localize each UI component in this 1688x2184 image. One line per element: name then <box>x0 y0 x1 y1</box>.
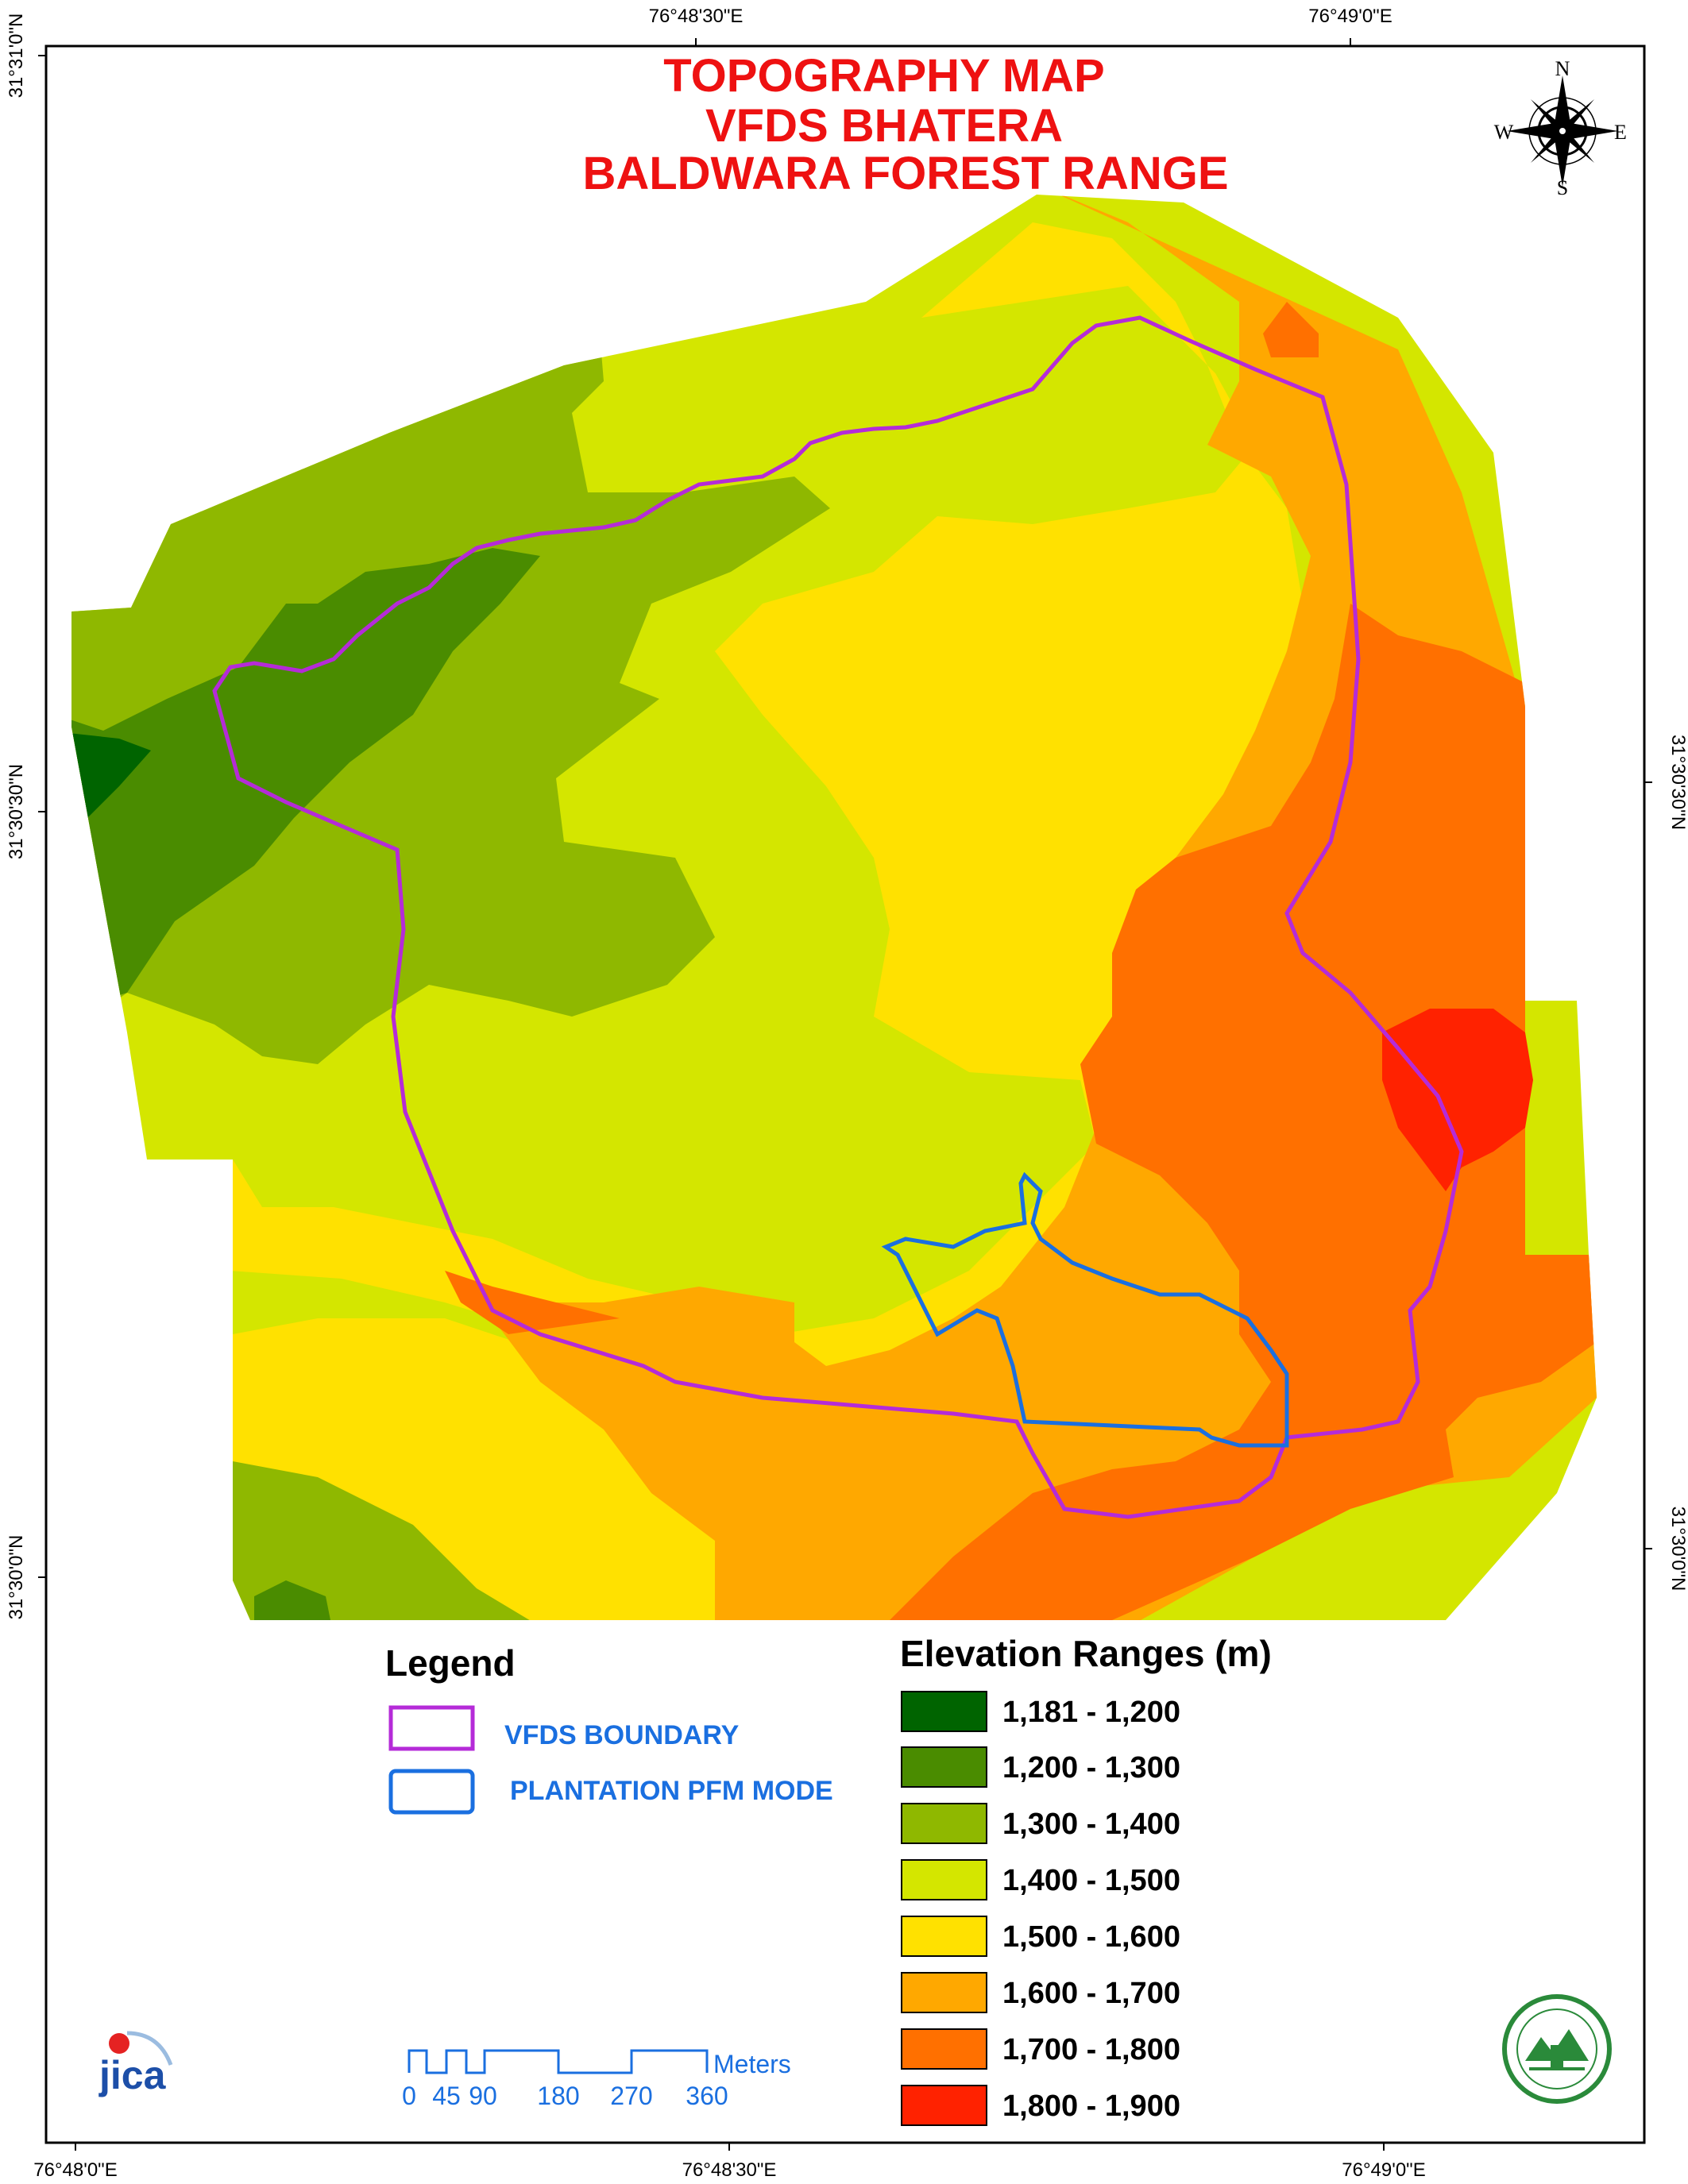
zone-1500-1600-sw <box>233 1239 731 1620</box>
legend-label-vfds: VFDS BOUNDARY <box>504 1720 740 1750</box>
scale-tick-5: 360 <box>686 2082 728 2110</box>
map-title-line3: BALDWARA FOREST RANGE <box>582 148 1228 199</box>
compass-w: W <box>1494 121 1514 144</box>
zone-1700-1800-sw <box>445 1271 620 1334</box>
coord-left-3: 31°30'0"N <box>6 1535 27 1620</box>
coord-right-1: 31°30'30"N <box>1667 735 1688 830</box>
zone-1800-1900 <box>1382 1009 1533 1191</box>
scale-bar <box>408 2049 709 2074</box>
elev-swatch-4 <box>901 1916 987 1957</box>
coordinate-ticks <box>38 38 1652 2151</box>
jica-logo-text: jica <box>98 2053 167 2097</box>
coord-bottom-3: 76°49'0"E <box>1342 2159 1425 2181</box>
vfds-boundary-line <box>212 315 1464 1519</box>
elev-label-5: 1,600 - 1,700 <box>1002 1977 1180 2010</box>
elevation-heading: Elevation Ranges (m) <box>900 1633 1272 1674</box>
coord-right-2: 31°30'0"N <box>1667 1507 1688 1592</box>
compass-e: E <box>1614 121 1627 144</box>
zone-1200-1300-sw <box>254 1580 334 1620</box>
compass-rose-icon <box>1507 75 1618 187</box>
scale-tick-3: 180 <box>537 2082 579 2110</box>
scale-tick-0: 0 <box>402 2082 416 2110</box>
elev-label-7: 1,800 - 1,900 <box>1002 2089 1180 2123</box>
legend-label-plantation: PLANTATION PFM MODE <box>510 1776 833 1806</box>
elevation-swatches <box>901 1691 987 2126</box>
scale-tick-2: 90 <box>469 2082 497 2110</box>
scale-unit: Meters <box>713 2050 791 2078</box>
zone-1500-1600 <box>230 222 1303 1445</box>
elev-label-3: 1,400 - 1,500 <box>1002 1864 1180 1897</box>
compass-s: S <box>1557 176 1568 199</box>
map-frame <box>44 44 1646 2144</box>
scale-tick-4: 270 <box>610 2082 652 2110</box>
elev-label-1: 1,200 - 1,300 <box>1002 1751 1180 1785</box>
elev-swatch-0 <box>901 1691 987 1732</box>
elev-label-6: 1,700 - 1,800 <box>1002 2033 1180 2066</box>
coord-bottom-2: 76°48'30"E <box>682 2159 777 2181</box>
coord-top-1: 76°48'30"E <box>649 6 744 27</box>
elev-swatch-1 <box>901 1746 987 1788</box>
legend-heading: Legend <box>385 1642 516 1684</box>
coord-bottom-1: 76°48'0"E <box>33 2159 117 2181</box>
forest-department-emblem-icon <box>1502 1994 1612 2104</box>
coord-left-2: 31°30'30"N <box>6 764 27 859</box>
elev-swatch-5 <box>901 1972 987 2013</box>
elev-swatch-6 <box>901 2028 987 2070</box>
map-title-line2: VFDS BHATERA <box>705 100 1063 152</box>
zone-1200-1300 <box>71 195 540 1032</box>
scale-tick-1: 45 <box>432 2082 461 2110</box>
elev-label-2: 1,300 - 1,400 <box>1002 1808 1180 1841</box>
plantation-pfm-line <box>881 1171 1289 1448</box>
jica-logo: jica <box>98 2031 173 2097</box>
zone-1700-1800-n <box>1263 302 1319 357</box>
coord-top-2: 76°49'0"E <box>1308 6 1392 27</box>
elev-swatch-7 <box>901 2085 987 2126</box>
compass-n: N <box>1555 57 1570 80</box>
elev-label-0: 1,181 - 1,200 <box>1002 1696 1180 1729</box>
elev-swatch-2 <box>901 1803 987 1844</box>
legend-swatch-plantation <box>388 1769 475 1815</box>
map-title-line1: TOPOGRAPHY MAP <box>663 50 1104 102</box>
elev-label-4: 1,500 - 1,600 <box>1002 1920 1180 1954</box>
legend-swatch-vfds <box>388 1705 475 1751</box>
elev-swatch-3 <box>901 1859 987 1900</box>
coord-left-1: 31°31'0"N <box>6 14 27 98</box>
